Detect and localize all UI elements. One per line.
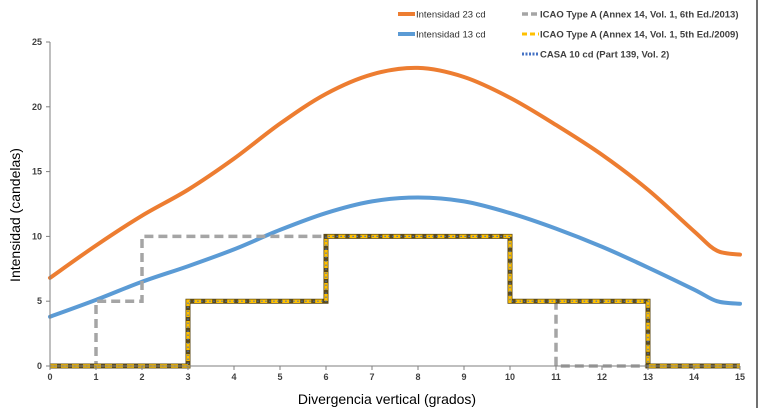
series-4-line [50, 234, 740, 368]
x-tick-label: 4 [231, 372, 236, 382]
y-axis-title: Intensidad (candelas) [7, 148, 23, 282]
x-tick-label: 13 [643, 372, 653, 382]
x-tick-label: 5 [277, 372, 282, 382]
x-tick-label: 10 [505, 372, 515, 382]
x-tick-label: 3 [185, 372, 190, 382]
series-2-line [48, 195, 742, 319]
y-tick-label: 25 [32, 37, 42, 47]
x-tick-label: 7 [369, 372, 374, 382]
x-tick-label: 9 [461, 372, 466, 382]
x-axis-title: Divergencia vertical (grados) [298, 391, 476, 407]
y-tick-label: 20 [32, 102, 42, 112]
y-tick-label: 15 [32, 167, 42, 177]
y-tick-label: 0 [37, 361, 42, 371]
x-tick-label: 11 [551, 372, 561, 382]
x-tick-label: 15 [735, 372, 745, 382]
x-tick-label: 0 [47, 372, 52, 382]
x-tick-label: 1 [93, 372, 98, 382]
legend-label-1: Intensidad 23 cd [416, 10, 486, 21]
plot-area [48, 65, 742, 369]
series-5-line [50, 235, 740, 367]
legend-label-2: Intensidad 13 cd [416, 30, 486, 41]
y-tick-label: 10 [32, 231, 42, 241]
legend-label-5: CASA 10 cd (Part 139, Vol. 2) [540, 50, 669, 61]
x-tick-label: 14 [689, 372, 699, 382]
x-tick-label: 6 [323, 372, 328, 382]
legend-label-3: ICAO Type A (Annex 14, Vol. 1, 6th Ed./2… [540, 10, 739, 21]
legend-label-4: ICAO Type A (Annex 14, Vol. 1, 5th Ed./2… [540, 30, 739, 41]
x-tick-label: 12 [597, 372, 607, 382]
legend: Intensidad 23 cd ICAO Type A (Annex 14, V… [398, 10, 739, 61]
series-1-line [48, 65, 742, 280]
x-tick-label: 8 [415, 372, 420, 382]
x-tick-label: 2 [139, 372, 144, 382]
y-tick-label: 5 [37, 296, 42, 306]
